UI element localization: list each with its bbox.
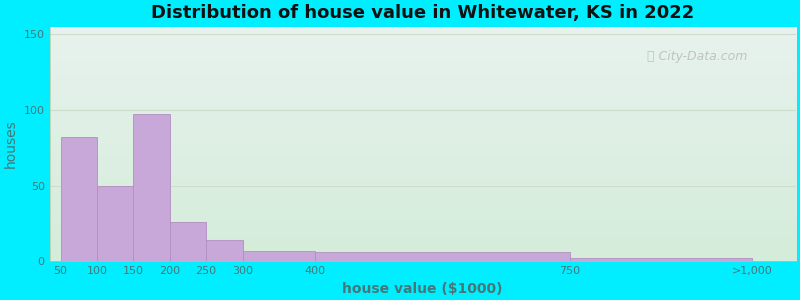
Bar: [170, 222, 206, 261]
Bar: [570, 258, 752, 261]
Bar: [242, 251, 315, 261]
Bar: [315, 252, 570, 261]
Bar: [61, 137, 97, 261]
X-axis label: house value ($1000): house value ($1000): [342, 282, 503, 296]
Bar: [97, 186, 134, 261]
Title: Distribution of house value in Whitewater, KS in 2022: Distribution of house value in Whitewate…: [151, 4, 694, 22]
Text: ⓘ City-Data.com: ⓘ City-Data.com: [646, 50, 747, 63]
Bar: [134, 114, 170, 261]
Y-axis label: houses: houses: [4, 120, 18, 168]
Bar: [206, 240, 242, 261]
